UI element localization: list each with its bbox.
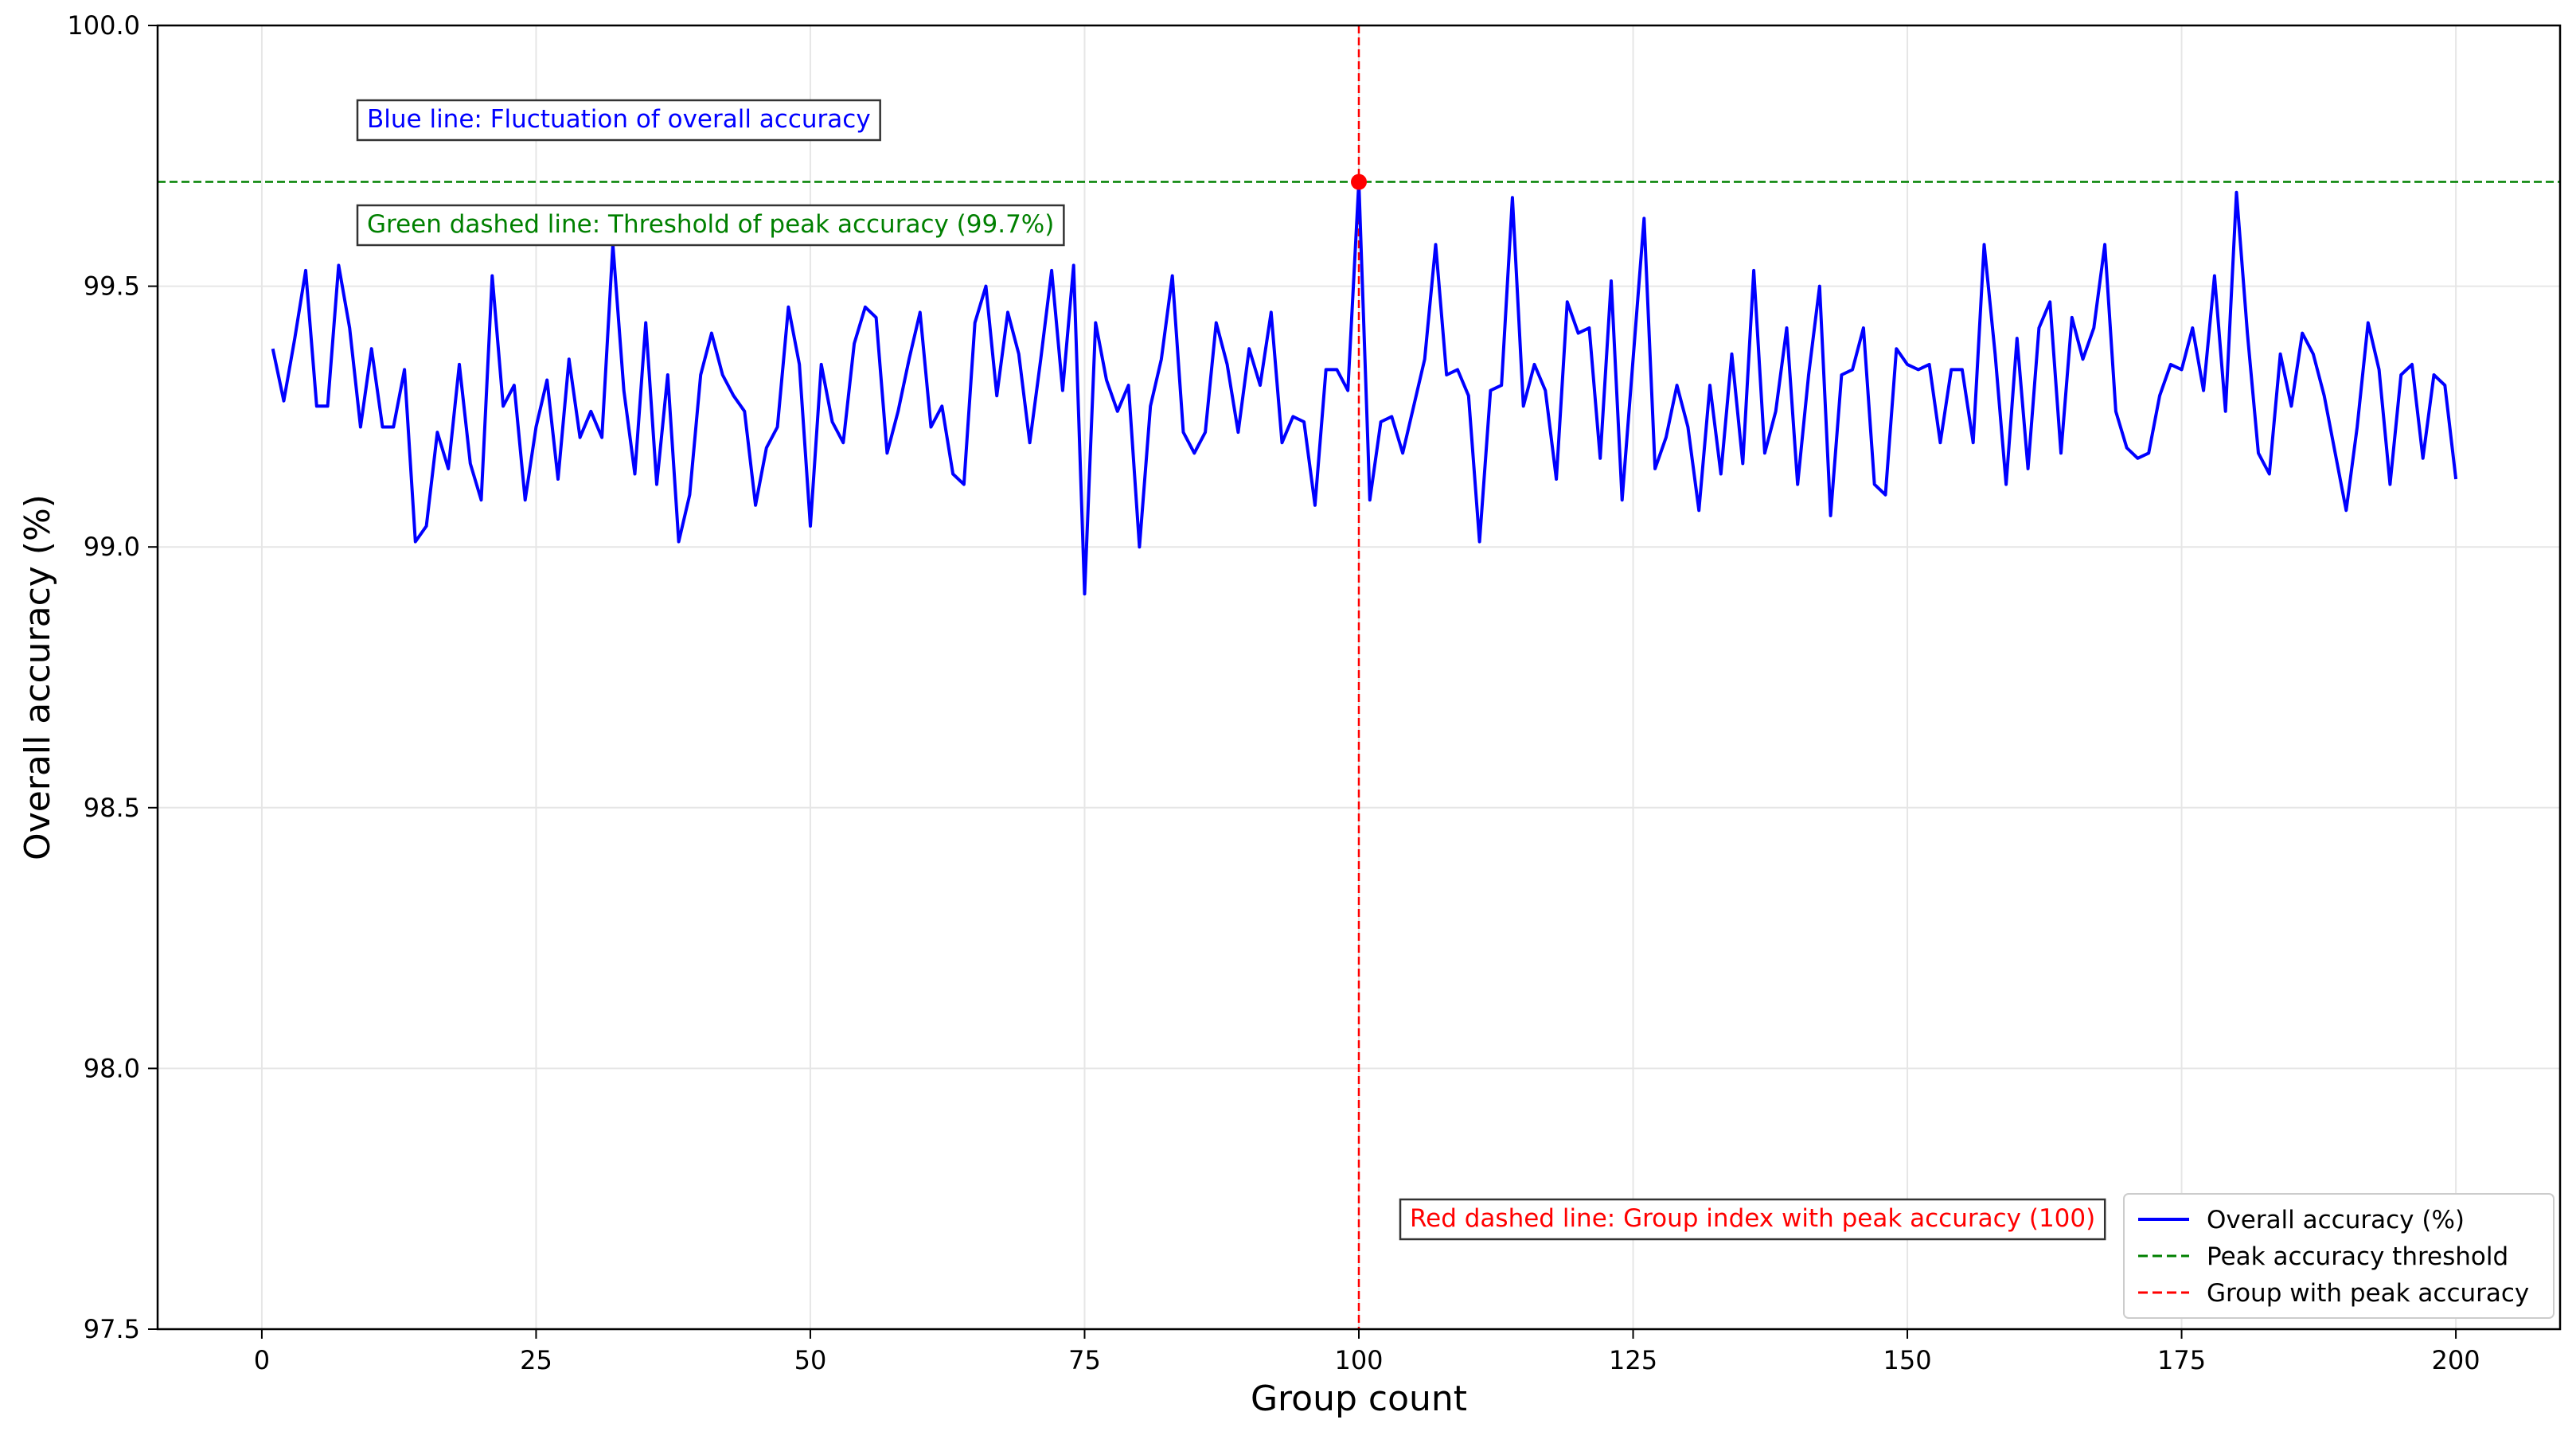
x-tick-label: 25 (520, 1345, 552, 1375)
annotation-red-line: Red dashed line: Group index with peak a… (1399, 1198, 2106, 1241)
y-tick-label: 98.0 (84, 1053, 140, 1083)
x-axis-label: Group count (1251, 1379, 1467, 1419)
x-tick-label: 75 (1068, 1345, 1101, 1375)
annotation-text: Blue line: Fluctuation of overall accura… (367, 105, 871, 134)
x-tick-label: 175 (2157, 1345, 2206, 1375)
annotation-box (356, 99, 881, 142)
axis-ticks: 0 25 50 75 100 125 150 175 200 97.5 98.0 98.5 99.0 99… (67, 10, 2480, 1375)
y-tick-label: 99.0 (84, 532, 140, 562)
x-tick-label: 150 (1883, 1345, 1932, 1375)
legend-entry-accuracy: Overall accuracy (%) (2138, 1206, 2465, 1234)
legend-entry-threshold: Peak accuracy threshold (2138, 1242, 2508, 1271)
legend-label: Peak accuracy threshold (2207, 1242, 2508, 1271)
series-layer (271, 174, 2458, 596)
legend-box (2123, 1193, 2555, 1319)
x-tick-label: 50 (794, 1345, 827, 1375)
annotation-text: Red dashed line: Group index with peak a… (1410, 1204, 2095, 1233)
annotation-blue-line: Blue line: Fluctuation of overall accura… (356, 99, 881, 142)
y-tick-label: 98.5 (84, 793, 140, 823)
legend: Overall accuracy (%) Peak accuracy thres… (2123, 1193, 2555, 1319)
y-tick-label: 97.5 (84, 1314, 140, 1344)
x-tick-label: 200 (2432, 1345, 2480, 1375)
x-tick-label: 0 (254, 1345, 270, 1375)
series-line-accuracy (271, 180, 2458, 596)
legend-entry-peak-group: Group with peak accuracy (2138, 1279, 2529, 1308)
legend-label: Group with peak accuracy (2207, 1279, 2529, 1308)
y-tick-label: 100.0 (67, 10, 140, 41)
x-tick-label: 100 (1334, 1345, 1383, 1375)
x-tick-label: 125 (1609, 1345, 1657, 1375)
peak-marker (1351, 174, 1367, 190)
annotation-green-line: Green dashed line: Threshold of peak acc… (356, 204, 1065, 247)
annotation-box (1399, 1198, 2106, 1241)
y-tick-label: 99.5 (84, 271, 140, 302)
annotation-box (356, 204, 1065, 247)
legend-label: Overall accuracy (%) (2207, 1206, 2465, 1234)
annotation-text: Green dashed line: Threshold of peak acc… (367, 210, 1054, 239)
y-axis-label: Overall accuracy (%) (18, 494, 58, 860)
